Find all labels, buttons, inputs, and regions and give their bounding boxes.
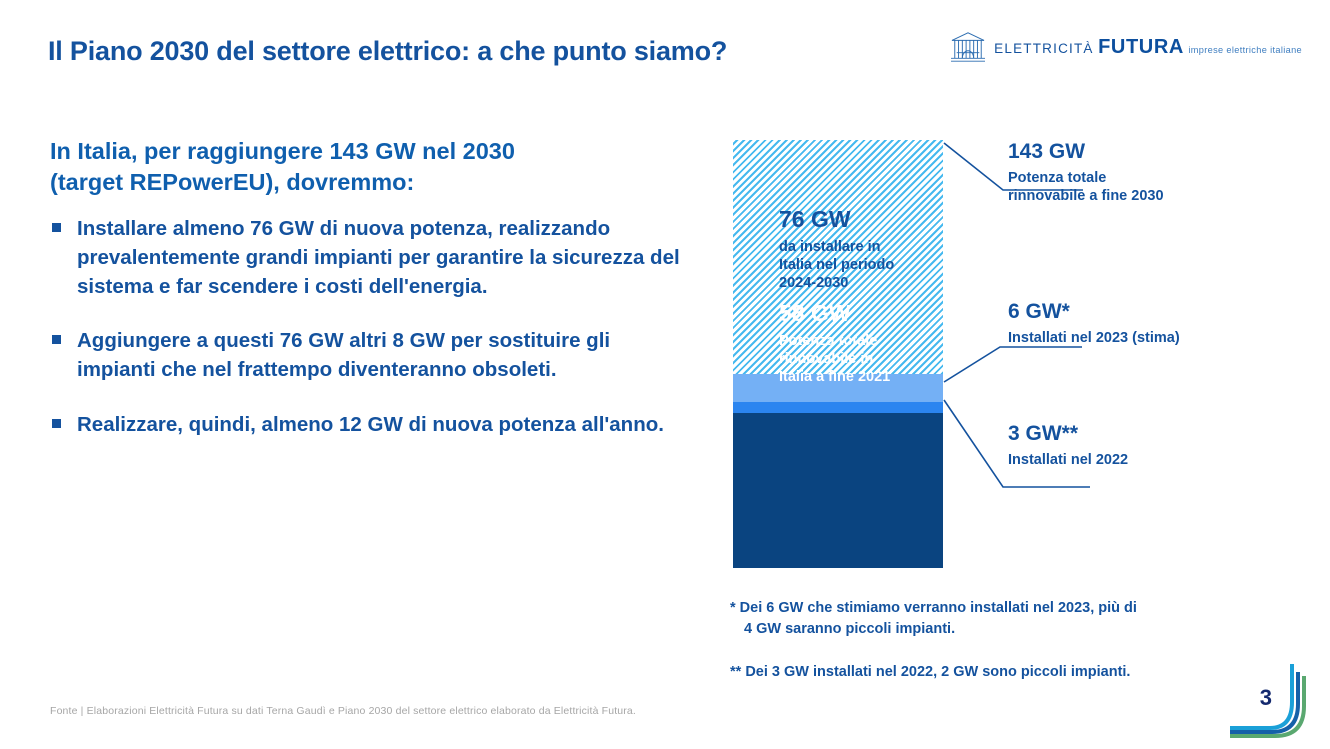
bullet-text: Installare almeno 76 GW di nuova potenza…	[77, 217, 680, 299]
bullet-text: Aggiungere a questi 76 GW altri 8 GW per…	[77, 329, 611, 382]
callout-143gw-desc-1: Potenza totale	[1008, 170, 1107, 186]
callout-6gw: 6 GW* Installati nel 2023 (stima)	[1008, 300, 1180, 348]
bullet-square-icon	[52, 335, 61, 345]
page-number: 3	[1259, 685, 1272, 710]
footnote-one: * Dei 6 GW che stimiamo verranno install…	[730, 598, 1275, 640]
callout-143gw-value: 143 GW	[1008, 140, 1086, 163]
bar-label-76gw: 76 GW da installare in Italia nel period…	[779, 206, 894, 293]
footnote-two: ** Dei 3 GW installati nel 2022, 2 GW so…	[730, 664, 1131, 681]
lead-line-1: In Italia, per raggiungere 143 GW nel 20…	[50, 138, 515, 164]
logo-tagline: imprese elettriche italiane	[1188, 45, 1302, 55]
callout-3gw-desc: Installati nel 2022	[1008, 452, 1129, 468]
bar-label-76gw-desc-2: Italia nel periodo	[779, 256, 895, 273]
stacked-bar-chart: 76 GW da installare in Italia nel period…	[733, 140, 943, 568]
logo-line-1: ELETTRICITÀ	[994, 41, 1094, 56]
bar-label-76gw-desc-3: 2024-2030	[779, 274, 849, 291]
bar-segment-76gw	[733, 140, 943, 374]
callout-6gw-value: 6 GW*	[1008, 300, 1070, 323]
bar-label-58gw-desc-3: Italia a fine 2021	[779, 368, 891, 385]
footnote-one-line-2: 4 GW saranno piccoli impianti.	[744, 621, 956, 638]
lead-line-2: (target REPowerEU), dovremmo:	[50, 169, 415, 196]
callout-143gw-desc-2: rinnovabile a fine 2030	[1008, 187, 1164, 204]
bar-label-58gw-desc-2: rinnovabile in	[779, 350, 874, 367]
bar-label-76gw-desc-1: da installare in	[779, 238, 881, 255]
callout-6gw-desc: Installati nel 2023 (stima)	[1008, 330, 1180, 346]
bar-segment-58gw	[733, 413, 943, 568]
bullet-square-icon	[52, 223, 61, 232]
list-item: Realizzare, quindi, almeno 12 GW di nuov…	[50, 410, 690, 439]
callout-3gw-value: 3 GW**	[1008, 422, 1079, 445]
bar-segment-3gw	[733, 402, 943, 413]
source-note: Fonte | Elaborazioni Elettricità Futura …	[50, 705, 636, 717]
bar-segment-6gw	[733, 374, 943, 402]
callout-143gw: 143 GW Potenza totale rinnovabile a fine…	[1008, 140, 1164, 206]
bar-label-58gw: 58 GW Potenza totale rinnovabile in Ital…	[779, 300, 890, 387]
temple-columns-icon	[949, 30, 987, 64]
footnotes: * Dei 6 GW che stimiamo verranno install…	[730, 598, 1275, 705]
bar-label-58gw-desc-1: Potenza totale	[779, 332, 878, 349]
lead-paragraph: In Italia, per raggiungere 143 GW nel 20…	[50, 136, 680, 198]
bullet-text: Realizzare, quindi, almeno 12 GW di nuov…	[77, 412, 664, 436]
bar-label-58gw-value: 58 GW	[779, 300, 851, 326]
callout-3gw: 3 GW** Installati nel 2022	[1008, 422, 1128, 470]
list-item: Installare almeno 76 GW di nuova potenza…	[50, 214, 690, 301]
page-title: Il Piano 2030 del settore elettrico: a c…	[48, 36, 728, 66]
bullet-square-icon	[52, 418, 61, 428]
corner-swoosh-decoration	[1230, 658, 1330, 744]
bar-label-76gw-value: 76 GW	[779, 206, 851, 232]
footnote-one-line-1: * Dei 6 GW che stimiamo verranno install…	[730, 600, 1137, 616]
list-item: Aggiungere a questi 76 GW altri 8 GW per…	[50, 326, 690, 384]
brand-logo: ELETTRICITÀ FUTURA imprese elettriche it…	[949, 30, 1302, 64]
bullet-list: Installare almeno 76 GW di nuova potenza…	[50, 214, 690, 464]
logo-line-2: FUTURA	[1098, 36, 1184, 58]
